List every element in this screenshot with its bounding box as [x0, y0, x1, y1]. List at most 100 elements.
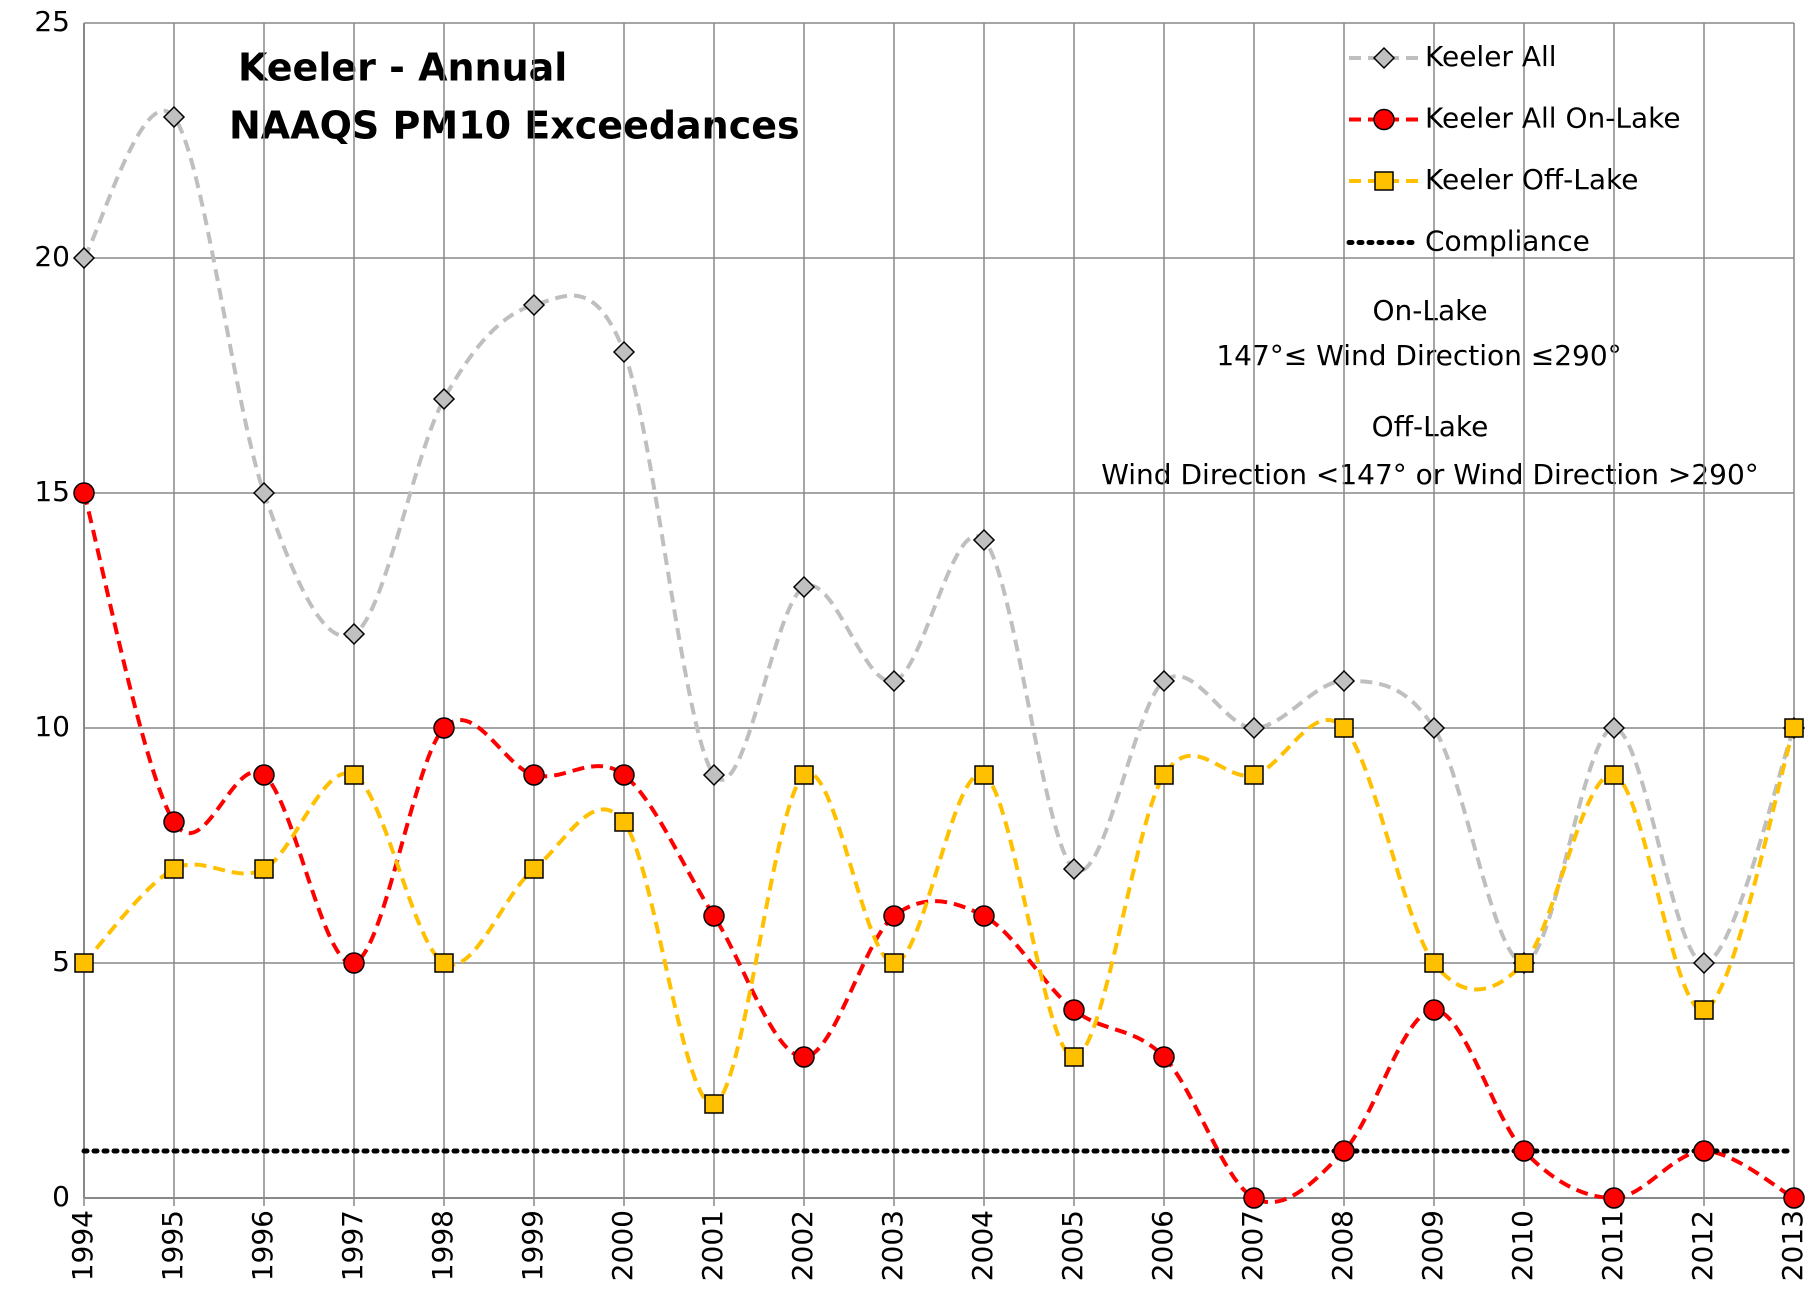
y-tick-label: 15: [34, 475, 70, 508]
x-tick-label: 2005: [1056, 1210, 1089, 1281]
x-tick-label: 1994: [66, 1210, 99, 1281]
marker-square: [1154, 765, 1174, 785]
annotation: 147°≤ Wind Direction ≤290°: [1216, 339, 1621, 372]
legend: Keeler All Keeler All On-Lake Keeler Off-L…: [1346, 40, 1681, 258]
marker-circle: [343, 952, 365, 974]
marker-circle: [163, 811, 185, 833]
marker-diamond: [972, 528, 996, 552]
series-line: [82, 492, 1795, 1205]
x-tick-label: 2000: [606, 1210, 639, 1281]
marker-square: [884, 953, 904, 973]
marker-diamond: [1692, 951, 1716, 975]
marker-diamond: [1372, 46, 1396, 70]
marker-circle: [613, 764, 635, 786]
marker-diamond: [1152, 669, 1176, 693]
marker-diamond: [162, 105, 186, 129]
x-tick-label: 2002: [786, 1210, 819, 1281]
marker-diamond: [1062, 857, 1086, 881]
annotation: On-Lake: [1372, 294, 1487, 327]
x-tick-label: 2006: [1146, 1210, 1179, 1281]
chart-title: NAAQS PM10 Exceedances: [229, 104, 800, 148]
marker-circle: [73, 482, 95, 504]
x-tick-label: 2010: [1506, 1210, 1539, 1281]
marker-diamond: [342, 622, 366, 646]
marker-diamond: [432, 387, 456, 411]
marker-diamond: [72, 246, 96, 270]
marker-square: [74, 953, 94, 973]
y-tick-label: 5: [52, 945, 70, 978]
marker-diamond: [252, 481, 276, 505]
marker-square: [974, 765, 994, 785]
marker-diamond: [1602, 716, 1626, 740]
marker-square: [614, 812, 634, 832]
marker-circle: [1373, 108, 1395, 131]
marker-circle: [1603, 1187, 1625, 1209]
legend-label: Compliance: [1425, 225, 1590, 258]
x-tick-label: 2009: [1416, 1210, 1449, 1281]
x-tick-label: 2013: [1776, 1210, 1809, 1281]
marker-circle: [433, 717, 455, 739]
x-tick-label: 2008: [1326, 1210, 1359, 1281]
marker-circle: [1423, 999, 1445, 1021]
marker-square: [434, 953, 454, 973]
marker-diamond: [882, 669, 906, 693]
x-tick-label: 1995: [156, 1210, 189, 1281]
y-tick-label: 10: [34, 710, 70, 743]
marker-square: [254, 859, 274, 879]
grid: [83, 22, 1795, 1206]
marker-square: [1604, 765, 1624, 785]
marker-square: [524, 859, 544, 879]
marker-square: [1784, 718, 1804, 738]
marker-diamond: [522, 293, 546, 317]
legend-label: Keeler All On-Lake: [1425, 102, 1681, 135]
x-tick-label: 1996: [246, 1210, 279, 1281]
series-line: [82, 718, 1796, 1106]
chart-title: Keeler - Annual: [238, 46, 567, 90]
marker-circle: [1513, 1140, 1535, 1162]
marker-circle: [253, 764, 275, 786]
marker-circle: [1693, 1140, 1715, 1162]
marker-circle: [793, 1046, 815, 1068]
marker-square: [164, 859, 184, 879]
marker-square: [1694, 1000, 1714, 1020]
x-tick-label: 2004: [966, 1210, 999, 1281]
legend-label: Keeler Off-Lake: [1425, 163, 1638, 196]
marker-square: [1064, 1047, 1084, 1067]
marker-square: [1244, 765, 1264, 785]
marker-diamond: [792, 575, 816, 599]
marker-square: [1514, 953, 1534, 973]
x-tick-label: 2012: [1686, 1210, 1719, 1281]
marker-diamond: [1242, 716, 1266, 740]
marker-diamond: [702, 763, 726, 787]
x-tick-label: 2001: [696, 1210, 729, 1281]
marker-circle: [1243, 1187, 1265, 1209]
marker-square: [794, 765, 814, 785]
legend-label: Keeler All: [1425, 40, 1557, 73]
marker-circle: [1333, 1140, 1355, 1162]
marker-square: [1374, 171, 1394, 191]
marker-circle: [523, 764, 545, 786]
marker-diamond: [612, 340, 636, 364]
y-tick-label: 20: [34, 240, 70, 273]
marker-square: [1334, 718, 1354, 738]
x-tick-label: 2003: [876, 1210, 909, 1281]
marker-square: [1424, 953, 1444, 973]
marker-circle: [1783, 1187, 1805, 1209]
marker-circle: [1063, 999, 1085, 1021]
marker-square: [344, 765, 364, 785]
x-tick-label: 2011: [1596, 1210, 1629, 1281]
marker-circle: [703, 905, 725, 927]
marker-square: [704, 1094, 724, 1114]
marker-diamond: [1332, 669, 1356, 693]
x-tick-label: 1999: [516, 1210, 549, 1281]
y-tick-label: 25: [34, 5, 70, 38]
annotation: Wind Direction <147° or Wind Direction >…: [1101, 458, 1759, 491]
marker-diamond: [1422, 716, 1446, 740]
annotation: Off-Lake: [1372, 410, 1489, 443]
y-tick-label: 0: [52, 1180, 70, 1213]
marker-circle: [883, 905, 905, 927]
marker-circle: [1153, 1046, 1175, 1068]
x-tick-label: 1998: [426, 1210, 459, 1281]
x-tick-label: 1997: [336, 1210, 369, 1281]
